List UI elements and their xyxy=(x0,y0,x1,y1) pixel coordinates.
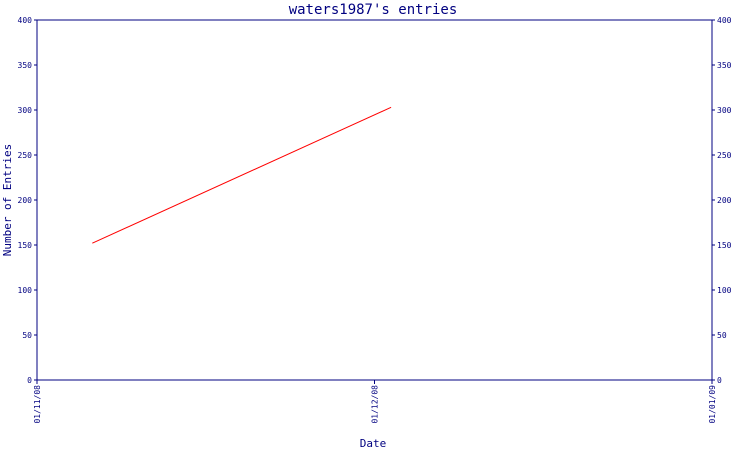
series-line xyxy=(92,106,392,244)
y-tick-label: 0 xyxy=(27,376,32,385)
y-tick-label-right: 400 xyxy=(717,16,732,25)
x-tick-label: 01/11/08 xyxy=(33,385,42,424)
y-tick-label-right: 150 xyxy=(717,241,732,250)
y-tick-label: 200 xyxy=(18,196,33,205)
y-axis-label: Number of Entries xyxy=(1,144,14,257)
y-tick-label: 150 xyxy=(18,241,33,250)
chart-title: waters1987's entries xyxy=(289,2,458,18)
x-tick-label: 01/01/09 xyxy=(708,385,717,424)
y-tick-label: 400 xyxy=(18,16,33,25)
y-tick-label-right: 50 xyxy=(717,331,727,340)
y-tick-label: 100 xyxy=(18,286,33,295)
y-tick-label-right: 200 xyxy=(717,196,732,205)
y-tick-label: 50 xyxy=(22,331,32,340)
y-tick-label-right: 350 xyxy=(717,61,732,70)
plot-frame xyxy=(36,19,713,381)
y-tick-label: 350 xyxy=(18,61,33,70)
y-tick-label-right: 0 xyxy=(717,376,722,385)
x-tick-label: 01/12/08 xyxy=(371,385,380,424)
y-tick-label-right: 300 xyxy=(717,106,732,115)
y-tick-label: 250 xyxy=(18,151,33,160)
series-layer xyxy=(92,106,392,244)
ticks-layer: 0 50 100 150 200 250 300 350 400 0 50 100 150 200 250 3… xyxy=(18,16,732,424)
y-tick-label: 300 xyxy=(18,106,33,115)
y-tick-label-right: 250 xyxy=(717,151,732,160)
x-axis-label: Date xyxy=(360,437,387,450)
y-tick-label-right: 100 xyxy=(717,286,732,295)
